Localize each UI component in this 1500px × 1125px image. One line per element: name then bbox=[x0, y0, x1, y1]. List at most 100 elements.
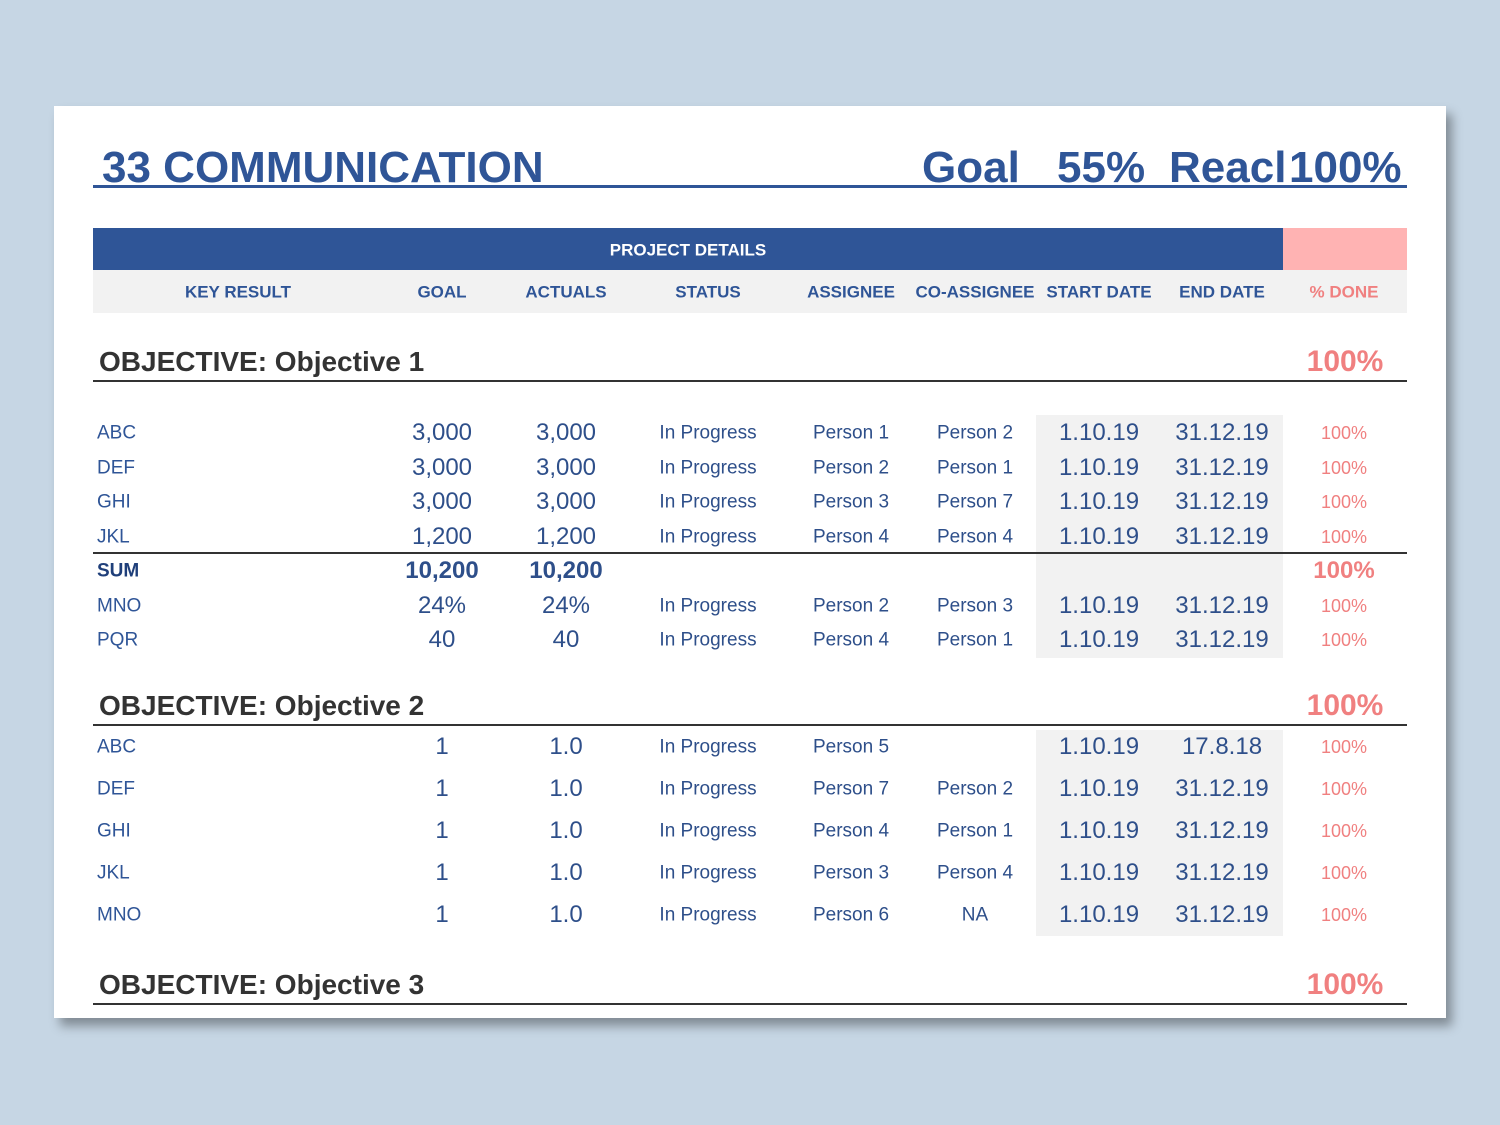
key-result: SUM bbox=[97, 560, 140, 582]
column-header: ASSIGNEE bbox=[807, 282, 895, 302]
key-result: MNO bbox=[97, 904, 142, 926]
coassignee-cell: Person 1 bbox=[936, 820, 1014, 842]
key-result: ABC bbox=[97, 422, 137, 444]
sum-divider bbox=[93, 552, 1407, 554]
start-date: 1.10.19 bbox=[1058, 592, 1140, 619]
coassignee-cell: Person 4 bbox=[936, 526, 1014, 548]
title-underline bbox=[93, 185, 1407, 188]
column-header: KEY RESULT bbox=[184, 282, 292, 302]
start-date: 1.10.19 bbox=[1058, 419, 1140, 446]
goal-value: 1 bbox=[435, 775, 449, 802]
start-date: 1.10.19 bbox=[1058, 454, 1140, 481]
column-header: % DONE bbox=[1309, 282, 1379, 302]
end-date: 31.12.19 bbox=[1175, 901, 1269, 928]
percent-done: 100% bbox=[1320, 630, 1368, 650]
date-background bbox=[1036, 415, 1283, 658]
key-result: GHI bbox=[97, 820, 131, 842]
goal-value: 1 bbox=[435, 859, 449, 886]
status-cell: In Progress bbox=[659, 457, 757, 479]
coassignee-cell: Person 2 bbox=[936, 778, 1014, 800]
actuals-value: 1.0 bbox=[549, 817, 583, 844]
coassignee-cell: NA bbox=[961, 904, 989, 926]
assignee-cell: Person 7 bbox=[812, 778, 890, 800]
actuals-value: 3,000 bbox=[535, 454, 597, 481]
status-cell: In Progress bbox=[659, 526, 757, 548]
status-cell: In Progress bbox=[659, 422, 757, 444]
actuals-value: 1,200 bbox=[535, 523, 597, 550]
start-date: 1.10.19 bbox=[1058, 775, 1140, 802]
assignee-cell: Person 1 bbox=[812, 422, 890, 444]
column-header: CO-ASSIGNEE bbox=[915, 282, 1035, 302]
goal-value: 3,000 bbox=[411, 488, 473, 515]
goal-value: 1 bbox=[435, 901, 449, 928]
goal-value: 1,200 bbox=[411, 523, 473, 550]
assignee-cell: Person 4 bbox=[812, 629, 890, 651]
percent-done: 100% bbox=[1320, 423, 1368, 443]
column-header: ACTUALS bbox=[525, 282, 607, 302]
end-date: 31.12.19 bbox=[1175, 817, 1269, 844]
goal-value: 55% bbox=[1057, 143, 1146, 192]
assignee-cell: Person 2 bbox=[812, 457, 890, 479]
start-date: 1.10.19 bbox=[1058, 626, 1140, 653]
percent-done: 100% bbox=[1320, 492, 1368, 512]
actuals-value: 40 bbox=[552, 626, 580, 653]
status-cell: In Progress bbox=[659, 629, 757, 651]
coassignee-cell: Person 4 bbox=[936, 862, 1014, 884]
status-cell: In Progress bbox=[659, 595, 757, 617]
key-result: GHI bbox=[97, 491, 131, 513]
banner-done bbox=[1283, 228, 1407, 270]
key-result: PQR bbox=[97, 629, 139, 651]
date-background bbox=[1036, 730, 1283, 936]
status-cell: In Progress bbox=[659, 736, 757, 758]
percent-done: 100% bbox=[1313, 557, 1375, 584]
status-cell: In Progress bbox=[659, 778, 757, 800]
assignee-cell: Person 2 bbox=[812, 595, 890, 617]
percent-done: 100% bbox=[1320, 821, 1368, 841]
actuals-value: 24% bbox=[541, 592, 591, 619]
percent-done: 100% bbox=[1320, 863, 1368, 883]
assignee-cell: Person 3 bbox=[812, 491, 890, 513]
end-date: 31.12.19 bbox=[1175, 859, 1269, 886]
coassignee-cell: Person 1 bbox=[936, 629, 1014, 651]
percent-done: 100% bbox=[1320, 527, 1368, 547]
section-percent: 100% bbox=[1306, 968, 1384, 1001]
coassignee-cell: Person 7 bbox=[936, 491, 1014, 513]
actuals-value: 1.0 bbox=[549, 733, 583, 760]
end-date: 31.12.19 bbox=[1175, 775, 1269, 802]
section-title: OBJECTIVE: Objective 3 bbox=[99, 969, 425, 1000]
end-date: 31.12.19 bbox=[1175, 592, 1269, 619]
actuals-value: 1.0 bbox=[549, 901, 583, 928]
end-date: 17.8.18 bbox=[1181, 733, 1263, 760]
coassignee-cell: Person 2 bbox=[936, 422, 1014, 444]
end-date: 31.12.19 bbox=[1175, 454, 1269, 481]
key-result: JKL bbox=[97, 862, 130, 884]
column-header: GOAL bbox=[417, 282, 467, 302]
banner bbox=[93, 228, 1283, 270]
status-cell: In Progress bbox=[659, 820, 757, 842]
assignee-cell: Person 3 bbox=[812, 862, 890, 884]
key-result: ABC bbox=[97, 736, 137, 758]
goal-value: 40 bbox=[428, 626, 456, 653]
key-result: MNO bbox=[97, 595, 142, 617]
column-header: START DATE bbox=[1046, 282, 1152, 302]
start-date: 1.10.19 bbox=[1058, 523, 1140, 550]
percent-done: 100% bbox=[1320, 779, 1368, 799]
end-date: 31.12.19 bbox=[1175, 419, 1269, 446]
goal-value: 1 bbox=[435, 817, 449, 844]
section-title: OBJECTIVE: Objective 2 bbox=[99, 690, 425, 721]
start-date: 1.10.19 bbox=[1058, 859, 1140, 886]
goal-value: 10,200 bbox=[405, 557, 479, 584]
end-date: 31.12.19 bbox=[1175, 626, 1269, 653]
percent-done: 100% bbox=[1320, 905, 1368, 925]
end-date: 31.12.19 bbox=[1175, 523, 1269, 550]
assignee-cell: Person 4 bbox=[812, 820, 890, 842]
column-header-row bbox=[93, 270, 1407, 313]
status-cell: In Progress bbox=[659, 862, 757, 884]
actuals-value: 1.0 bbox=[549, 775, 583, 802]
actuals-value: 1.0 bbox=[549, 859, 583, 886]
coassignee-cell: Person 1 bbox=[936, 457, 1014, 479]
assignee-cell: Person 6 bbox=[812, 904, 890, 926]
end-date: 31.12.19 bbox=[1175, 488, 1269, 515]
assignee-cell: Person 5 bbox=[812, 736, 890, 758]
